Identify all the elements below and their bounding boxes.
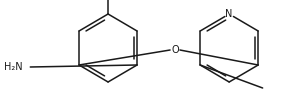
Text: H₂N: H₂N [4,62,22,72]
Text: O: O [171,45,179,55]
Text: N: N [226,9,233,19]
